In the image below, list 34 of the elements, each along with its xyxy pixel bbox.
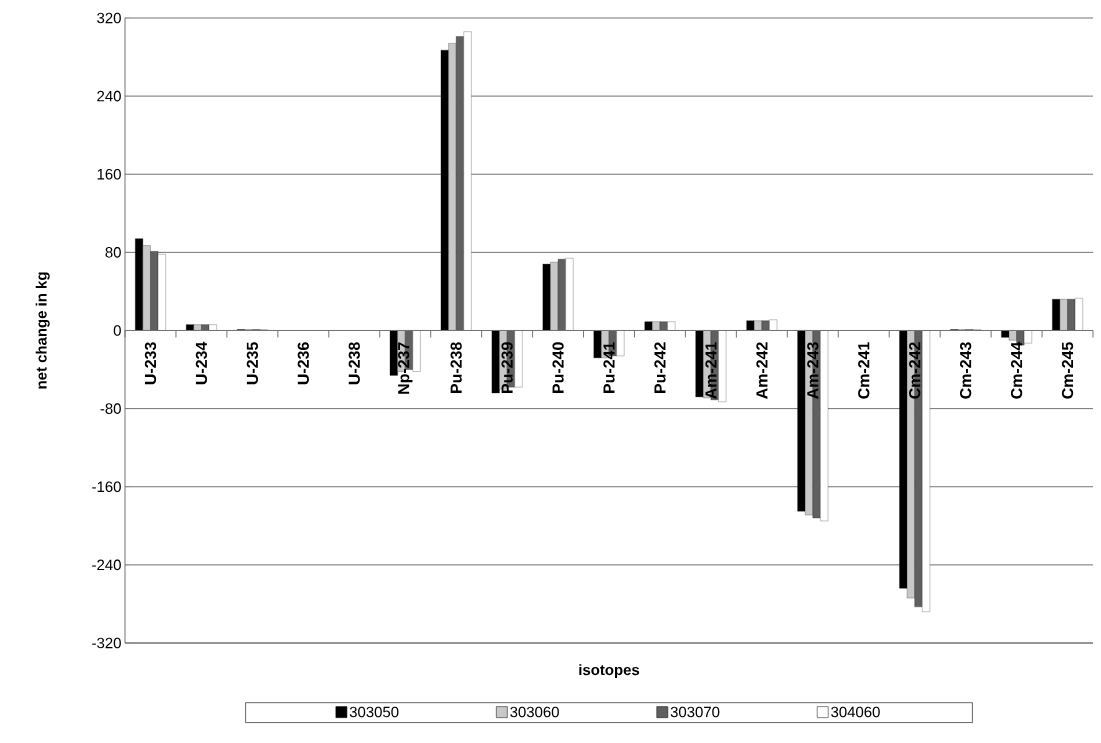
x-axis-title: isotopes — [579, 664, 640, 679]
y-tick-label: 0 — [113, 325, 121, 336]
x-tick-label: Cm-243 — [959, 342, 972, 399]
y-tick-label: -80 — [100, 403, 121, 414]
y-tick-label: -240 — [92, 559, 121, 571]
x-tick-label: Pu-240 — [552, 342, 564, 393]
y-tick-label: 320 — [97, 12, 121, 24]
x-tick-label: U-233 — [144, 342, 157, 385]
legend-label: 303060 — [510, 706, 559, 718]
y-tick-label: 160 — [97, 168, 121, 180]
legend-label: 303050 — [349, 706, 399, 718]
x-tick-label: Cm-242 — [909, 342, 921, 399]
x-tick-label: Cm-245 — [1061, 342, 1074, 399]
x-tick-label: Am-241 — [705, 342, 717, 399]
y-tick-label: -160 — [92, 481, 121, 493]
x-tick-label: Pu-241 — [603, 342, 615, 393]
x-tick-label: Pu-242 — [654, 342, 666, 393]
legend-label: 303070 — [670, 706, 720, 718]
x-tick-label: U-235 — [246, 342, 259, 385]
x-tick-label: Am-243 — [807, 342, 819, 399]
x-tick-label: Pu-239 — [501, 342, 513, 393]
y-axis-title: net change in kg — [35, 272, 50, 389]
legend-label: 304060 — [831, 706, 880, 718]
x-tick-label: U-234 — [195, 341, 208, 385]
x-tick-label: Pu-238 — [450, 342, 462, 393]
y-tick-label: -320 — [92, 637, 121, 649]
x-tick-label: Cm-244 — [1010, 341, 1023, 399]
x-tick-label: Cm-241 — [858, 342, 870, 399]
x-tick-label: Np-237 — [398, 342, 413, 394]
x-tick-label: U-238 — [348, 342, 360, 385]
x-tick-label: U-236 — [297, 342, 309, 385]
x-tick-label: Am-242 — [756, 342, 768, 399]
y-tick-label: 80 — [105, 247, 121, 258]
y-tick-label: 240 — [97, 90, 121, 102]
